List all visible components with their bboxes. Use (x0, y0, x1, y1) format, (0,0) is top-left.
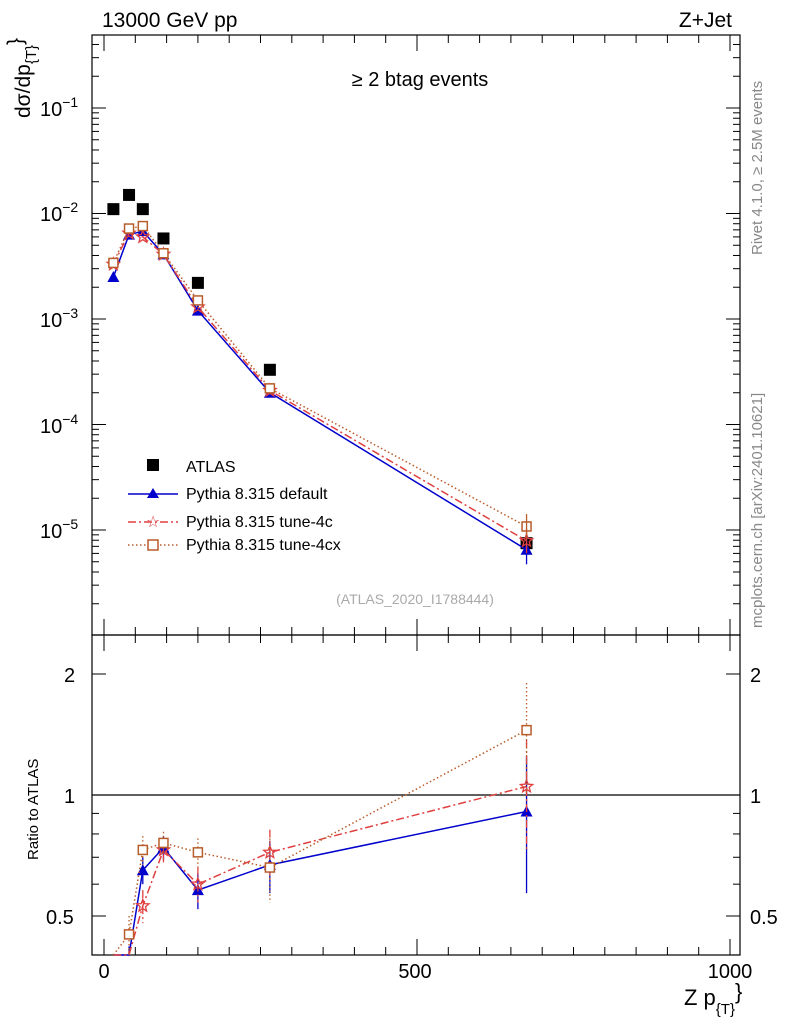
process-label: Z+Jet (679, 9, 732, 32)
ratio-data-layer (112, 682, 535, 956)
main-point-atlas (191, 276, 204, 289)
ratio-point-pythia-8-315-tune-4cx (521, 724, 532, 736)
main-point-pythia-8-315-tune-4cx (137, 220, 149, 232)
main-point-atlas (107, 203, 120, 216)
ratio-point-pythia-8-315-tune-4cx (264, 862, 276, 873)
ytick-label-1e-4: 10−4 (40, 411, 78, 438)
energy-label: 13000 GeV pp (102, 9, 237, 32)
rivet-label: Rivet 4.1.0, ≥ 2.5M events (749, 81, 766, 255)
main-point-pythia-8-315-tune-4cx (123, 223, 135, 234)
ratio-point-pythia-8-315-tune-4cx (158, 837, 169, 849)
main-data-layer (105, 188, 535, 565)
main-ylabel: dσ/dp{T}} (4, 38, 40, 118)
ratio-point-pythia-8-315-tune-4cx (123, 929, 135, 940)
main-point-atlas (123, 188, 136, 201)
main-point-pythia-8-315-tune-4cx (192, 295, 204, 306)
ytick-label-1e-3: 10−3 (40, 305, 78, 332)
ratio-ytick-right-2: 2 (750, 665, 761, 687)
main-y-ticks (92, 43, 740, 605)
ratio-point-pythia-8-315-tune-4c (518, 778, 535, 794)
svg-text:10−4: 10−4 (40, 411, 78, 438)
svg-text:10−3: 10−3 (40, 305, 78, 332)
ratio-point-pythia-8-315-tune-4c (189, 875, 206, 891)
main-point-pythia-8-315-tune-4c (134, 228, 151, 244)
xtick-label-500: 500 (398, 961, 431, 983)
legend-marker-default (147, 488, 159, 498)
svg-text:10−5: 10−5 (40, 516, 78, 543)
ratio-ylabel: Ratio to ATLAS (25, 759, 42, 860)
analysis-id: (ATLAS_2020_I1788444) (336, 591, 494, 607)
mcplots-label: mcplots.cern.ch [arXiv:2401.10621] (749, 393, 766, 628)
main-point-atlas (263, 363, 276, 376)
legend-marker-tune4c: ☆ (146, 514, 160, 531)
legend-label-tune4c: Pythia 8.315 tune-4c (186, 514, 333, 531)
main-point-pythia-8-315-tune-4cx (108, 257, 119, 269)
ratio-line-pythia-8-315-default (113, 810, 527, 956)
main-point-atlas (136, 203, 149, 216)
x-ticks (103, 35, 731, 955)
xtick-label-0: 0 (98, 961, 109, 983)
ytick-label-1e-2: 10−2 (40, 199, 78, 226)
main-point-pythia-8-315-default (107, 271, 120, 283)
ratio-point-pythia-8-315-tune-4cx (192, 847, 204, 858)
main-point-pythia-8-315-tune-4cx (264, 383, 276, 394)
ratio-line-pythia-8-315-tune-4c (113, 785, 527, 956)
main-point-pythia-8-315-tune-4cx (158, 247, 169, 259)
ratio-ytick-right-1: 1 (750, 786, 761, 808)
svg-text:10−2: 10−2 (40, 199, 78, 226)
legend-marker-tune4cx (147, 539, 159, 551)
legend-label-atlas: ATLAS (186, 459, 236, 476)
ratio-ytick-2: 2 (64, 665, 75, 687)
main-ytick-labels: 10−1 10−2 10−3 10−4 10−5 (40, 94, 78, 543)
main-point-atlas (157, 232, 170, 245)
ratio-ytick-1: 1 (64, 786, 75, 808)
legend-entry-default: Pythia 8.315 default (128, 486, 328, 503)
main-line-pythia-8-315-tune-4cx (112, 225, 527, 528)
legend-marker-atlas (147, 459, 159, 471)
x-axis-label: Z p{T}} (684, 979, 742, 1018)
xtick-label-1000: 1000 (708, 961, 753, 983)
ratio-line-pythia-8-315-tune-4cx (112, 729, 527, 956)
ratio-point-pythia-8-315-tune-4c (134, 897, 151, 913)
legend-label-tune4cx: Pythia 8.315 tune-4cx (186, 537, 341, 554)
ytick-label-1e-1: 10−1 (40, 94, 78, 121)
legend-entry-tune4cx: Pythia 8.315 tune-4cx (128, 537, 341, 554)
legend-label-default: Pythia 8.315 default (186, 486, 328, 503)
btag-annotation: ≥ 2 btag events (352, 69, 489, 91)
svg-text:10−1: 10−1 (40, 94, 78, 121)
legend: ATLAS Pythia 8.315 default ☆ Pythia 8.31… (128, 459, 341, 554)
ratio-point-pythia-8-315-tune-4cx (137, 844, 149, 856)
ratio-ytick-0p5: 0.5 (46, 907, 74, 929)
ytick-label-1e-5: 10−5 (40, 516, 78, 543)
ratio-ytick-right-0p5: 0.5 (750, 907, 778, 929)
legend-entry-atlas: ATLAS (147, 459, 236, 476)
legend-entry-tune4c: ☆ Pythia 8.315 tune-4c (128, 514, 333, 531)
